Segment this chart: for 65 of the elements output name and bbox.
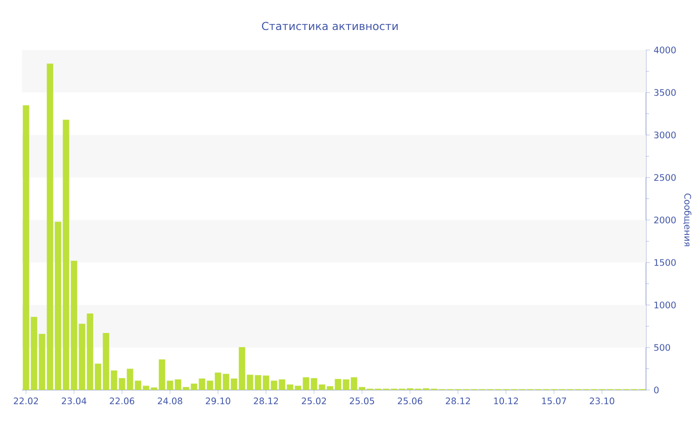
bar (214, 372, 222, 390)
x-tick-label: 15.07 (542, 398, 566, 404)
bar (38, 334, 46, 390)
x-tick-label: 25.02 (302, 398, 326, 404)
bar (342, 379, 350, 390)
y-tick-label: 2500 (654, 174, 676, 181)
y-tick-label: 0 (654, 386, 659, 394)
bar (46, 64, 54, 390)
bar (310, 378, 318, 390)
bar (110, 370, 118, 390)
y-tick-label: 2000 (654, 216, 676, 224)
x-tick-label: 25.06 (398, 398, 422, 404)
bar (78, 324, 86, 390)
chart-title: Статистика активности (262, 22, 398, 30)
x-tick-label: 24.08 (158, 398, 182, 404)
y-tick-label: 1500 (654, 259, 676, 266)
x-tick-label: 28.12 (254, 398, 278, 404)
x-tick-label: 23.04 (62, 398, 86, 404)
bar (126, 368, 134, 390)
y-tick-label: 500 (654, 344, 670, 351)
y-tick-label: 3000 (654, 132, 676, 138)
bar (182, 387, 190, 390)
bar (254, 375, 262, 390)
y-tick-label: 3500 (654, 89, 676, 96)
y-tick-label: 1000 (654, 302, 676, 308)
x-tick-label: 23.10 (590, 398, 614, 404)
bar (278, 379, 286, 390)
bar (238, 347, 246, 390)
bar (22, 105, 30, 390)
bar (70, 260, 78, 390)
x-tick-label: 22.06 (110, 398, 134, 404)
x-tick-label: 28.12 (446, 398, 470, 404)
x-tick-label: 25.05 (350, 398, 374, 404)
bar (86, 314, 94, 390)
bar (94, 364, 102, 390)
bar (222, 374, 230, 390)
bar (134, 380, 142, 390)
y-tick-label: 4000 (654, 46, 676, 54)
bar (166, 380, 174, 390)
bar (230, 378, 238, 390)
x-tick-label: 22.02 (14, 398, 38, 404)
x-tick-label: 10.12 (494, 398, 518, 404)
bar (302, 377, 310, 390)
bar (286, 384, 294, 390)
bar (262, 376, 270, 390)
bar (118, 378, 126, 390)
bar (102, 333, 110, 390)
bar (358, 387, 366, 390)
bar (150, 387, 158, 390)
bar (318, 384, 326, 390)
bar (270, 380, 278, 390)
bar (198, 378, 206, 390)
bar (54, 222, 62, 390)
bar (158, 359, 166, 390)
x-tick-label: 29.10 (206, 398, 230, 404)
bar (190, 384, 198, 390)
bar (326, 386, 334, 390)
bar (30, 316, 38, 390)
y-axis-title: Сообщения (683, 194, 692, 246)
bar (206, 380, 214, 390)
bar (174, 379, 182, 390)
bar (334, 378, 342, 390)
bar (62, 120, 70, 390)
bar (246, 374, 254, 390)
bar (350, 377, 358, 390)
